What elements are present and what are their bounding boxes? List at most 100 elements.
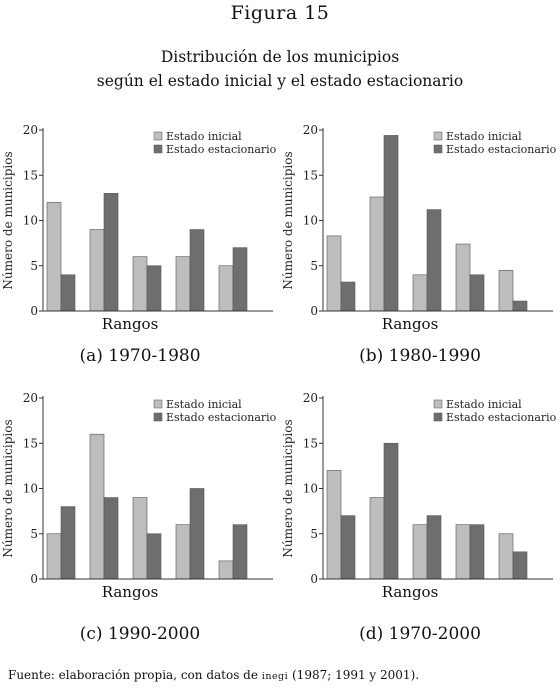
bar-estacionario [60,506,76,580]
bar-inicial [218,560,234,580]
bar-inicial [412,524,428,580]
bar-inicial [89,433,105,580]
legend-swatch [153,399,163,409]
chart-caption-b: (b) 1980-1990 [359,346,481,366]
y-axis-label: Número de municipios [1,151,15,289]
source-organization: inegi [261,671,289,682]
bar-estacionario [146,265,162,312]
y-tick-label: 10 [303,482,318,496]
bar-estacionario [146,533,162,580]
y-tick-label: 5 [30,259,38,273]
bar-inicial [498,533,514,580]
y-tick-label: 0 [310,304,318,318]
bar-estacionario [383,135,399,312]
bar-chart-a: 0 5 10 15 20 Número de municipios Rangos Estado… [1,123,277,333]
bar-inicial [326,235,342,312]
bar-chart-b: 0 5 10 15 20 Número de municipios Rangos Estado… [281,123,557,333]
legend-swatch [433,131,443,141]
bar-inicial [132,497,148,580]
y-tick-label: 20 [23,391,38,405]
y-tick-label: 5 [30,527,38,541]
y-tick-label: 10 [23,482,38,496]
legend-swatch [153,144,163,154]
figure-title: Figura 15 [230,2,330,24]
bar-estacionario [512,551,528,580]
bar-estacionario [512,300,528,312]
bar-estacionario [469,524,485,580]
bar-inicial [46,533,62,580]
bar-estacionario [426,209,442,312]
bar-estacionario [426,515,442,580]
figure-subtitle-line2: según el estado inicial y el estado esta… [96,72,464,90]
bar-estacionario [469,274,485,312]
bar-estacionario [383,442,399,580]
bar-inicial [369,196,385,312]
legend-label: Estado estacionario [446,411,557,424]
bar-inicial [455,524,471,580]
source-prefix: Fuente: elaboración propia, con datos de [8,668,262,682]
bar-chart-d: 0 5 10 15 20 Número de municipios Rangos Estado… [281,391,557,601]
y-tick-label: 15 [303,168,318,182]
legend-label: Estado inicial [446,130,522,143]
bar-estacionario [103,497,119,580]
bar-inicial [89,229,105,312]
chart-panel-c: 0 5 10 15 20 Número de municipios Rangos Estado… [0,386,280,656]
y-tick-label: 10 [303,214,318,228]
y-tick-label: 10 [23,214,38,228]
legend-label: Estado estacionario [446,143,557,156]
x-axis-label: Rangos [102,583,159,601]
bar-estacionario [340,515,356,580]
legend-label: Estado estacionario [166,143,277,156]
bar-inicial [369,497,385,580]
bar-inicial [498,269,514,312]
y-axis-label: Número de municipios [281,151,295,289]
bar-inicial [132,256,148,312]
y-axis-label: Número de municipios [281,419,295,557]
legend-swatch [153,412,163,422]
chart-panel-b: 0 5 10 15 20 Número de municipios Rangos Estado… [280,118,560,388]
y-tick-label: 0 [30,304,38,318]
y-tick-label: 20 [23,123,38,137]
bar-estacionario [60,274,76,312]
source-suffix: (1987; 1991 y 2001). [288,668,420,682]
y-tick-label: 15 [23,168,38,182]
y-tick-label: 0 [310,572,318,586]
bar-estacionario [232,524,248,580]
bar-inicial [455,243,471,312]
legend-swatch [433,144,443,154]
bar-inicial [326,470,342,580]
bar-inicial [218,265,234,312]
legend-swatch [153,131,163,141]
figure-subtitle: Distribución de los municipios [160,48,400,66]
bar-inicial [175,256,191,312]
figure-source: Fuente: elaboración propia, con datos de… [8,668,419,682]
chart-panel-a: 0 5 10 15 20 Número de municipios Rangos Estado… [0,118,280,388]
legend-label: Estado estacionario [166,411,277,424]
chart-caption-c: (c) 1990-2000 [79,624,201,644]
bar-inicial [412,274,428,312]
x-axis-label: Rangos [102,315,159,333]
legend-label: Estado inicial [166,130,242,143]
y-tick-label: 5 [310,259,318,273]
chart-panel-d: 0 5 10 15 20 Número de municipios Rangos Estado… [280,386,560,656]
x-axis-label: Rangos [382,583,439,601]
legend-label: Estado inicial [166,398,242,411]
y-tick-label: 0 [30,572,38,586]
y-tick-label: 20 [303,391,318,405]
legend-label: Estado inicial [446,398,522,411]
y-axis-label: Número de municipios [1,419,15,557]
legend-swatch [433,399,443,409]
y-tick-label: 5 [310,527,318,541]
bar-inicial [175,524,191,580]
bar-estacionario [103,193,119,312]
chart-caption-d: (d) 1970-2000 [359,624,481,644]
chart-caption-a: (a) 1970-1980 [79,346,201,366]
bar-estacionario [232,247,248,312]
bar-estacionario [340,281,356,312]
bar-inicial [46,202,62,312]
bar-estacionario [189,488,205,580]
y-tick-label: 20 [303,123,318,137]
y-tick-label: 15 [23,436,38,450]
legend-swatch [433,412,443,422]
bar-chart-c: 0 5 10 15 20 Número de municipios Rangos Estado… [1,391,277,601]
